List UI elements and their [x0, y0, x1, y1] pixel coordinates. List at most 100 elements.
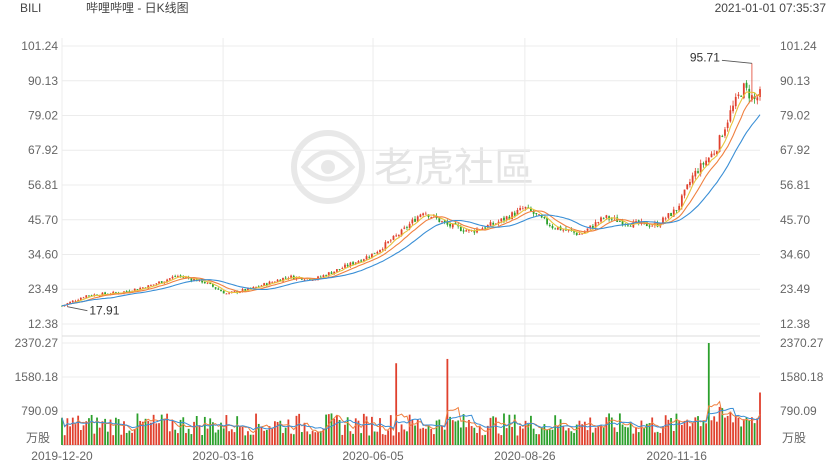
candle-body [621, 221, 624, 225]
candle-body [384, 242, 387, 250]
volume-bar [624, 426, 627, 445]
volume-tick-left: 1580.18 [15, 370, 59, 384]
volume-bar [236, 416, 239, 445]
candle-body [190, 278, 193, 281]
candle-body [222, 290, 225, 294]
volume-bar [179, 419, 182, 445]
candle-body [516, 209, 519, 216]
candle-body [683, 189, 686, 196]
volume-bar [400, 424, 403, 445]
price-tick-right: 45.70 [780, 213, 810, 227]
candle-body [392, 235, 395, 240]
volume-bar [497, 433, 500, 445]
volume-bar [150, 422, 152, 445]
candle-body [583, 231, 586, 234]
volume-bar [104, 418, 107, 445]
volume-bar [360, 433, 363, 445]
volume-bar [300, 432, 303, 445]
candle-body [241, 289, 244, 292]
candle-body [675, 210, 678, 211]
candle-body [756, 97, 759, 101]
volume-bar [225, 415, 228, 445]
candle-body [98, 295, 101, 297]
volume-bar [532, 428, 535, 445]
candle-body [77, 299, 80, 301]
candle-body [141, 287, 144, 289]
candle-body [179, 275, 182, 277]
candle-body [176, 276, 179, 277]
candle-body [710, 153, 713, 158]
volume-bar [686, 419, 689, 445]
candle-body [279, 279, 282, 282]
volume-bar [279, 420, 282, 445]
volume-bar [729, 411, 732, 445]
volume-bar [715, 421, 718, 445]
volume-bar [737, 418, 740, 445]
candle-body [295, 276, 298, 280]
volume-bar [338, 419, 341, 445]
volume-bar [726, 415, 729, 445]
volume-bar [548, 429, 551, 445]
volume-bar [422, 427, 425, 445]
volume-bar [233, 432, 236, 445]
volume-bar [268, 426, 271, 445]
volume-bar [295, 415, 298, 445]
candle-body [567, 229, 570, 231]
candle-body [368, 256, 371, 258]
volume-bar [459, 427, 462, 445]
volume-bar [416, 419, 419, 445]
volume-bar [424, 428, 427, 445]
volume-bar [675, 413, 678, 445]
candle-body [667, 213, 670, 218]
candle-body [276, 279, 279, 282]
volume-bar [349, 431, 352, 445]
volume-bar [473, 427, 476, 445]
candle-body [303, 279, 306, 281]
candle-body [209, 282, 212, 284]
volume-bar [608, 413, 610, 445]
candle-body [581, 233, 584, 235]
price-tick-left: 23.49 [28, 282, 58, 296]
volume-bar [616, 431, 619, 445]
volume-bar [664, 415, 667, 445]
volume-bar [341, 434, 344, 445]
candle-body [494, 223, 497, 225]
volume-bar [508, 414, 511, 445]
candle-body [635, 220, 637, 222]
high-label: 95.71 [690, 50, 720, 64]
volume-bar [505, 428, 508, 445]
volume-bar [128, 430, 131, 445]
volume-bar [203, 416, 206, 445]
volume-bar [516, 435, 519, 445]
volume-bar [282, 433, 284, 445]
volume-bar [503, 413, 505, 445]
volume-bar [583, 421, 586, 445]
volume-bar [93, 433, 96, 445]
volume-bar [171, 421, 174, 445]
candle-body [575, 232, 578, 236]
candle-body [79, 297, 82, 300]
candle-body [629, 225, 632, 227]
volume-bar [476, 432, 478, 445]
volume-bar [217, 429, 220, 445]
volume-bar [187, 428, 190, 445]
volume-bar [319, 431, 322, 445]
volume-bar [602, 426, 605, 445]
volume-bar [481, 435, 484, 445]
volume-bar [454, 421, 457, 445]
candle-body [511, 212, 513, 219]
candle-body [352, 262, 354, 265]
volume-bar [519, 426, 522, 445]
candle-body [605, 215, 608, 218]
volume-bar [114, 417, 117, 445]
candle-body [212, 284, 214, 287]
volume-bar [69, 426, 71, 445]
candlesticks [61, 63, 761, 307]
volume-bar [163, 419, 166, 445]
candle-body [594, 222, 597, 228]
candle-body [745, 82, 748, 88]
volume-bar [449, 416, 451, 445]
volume-bar [605, 417, 608, 445]
candle-body [600, 217, 602, 222]
volume-bar [430, 428, 433, 445]
